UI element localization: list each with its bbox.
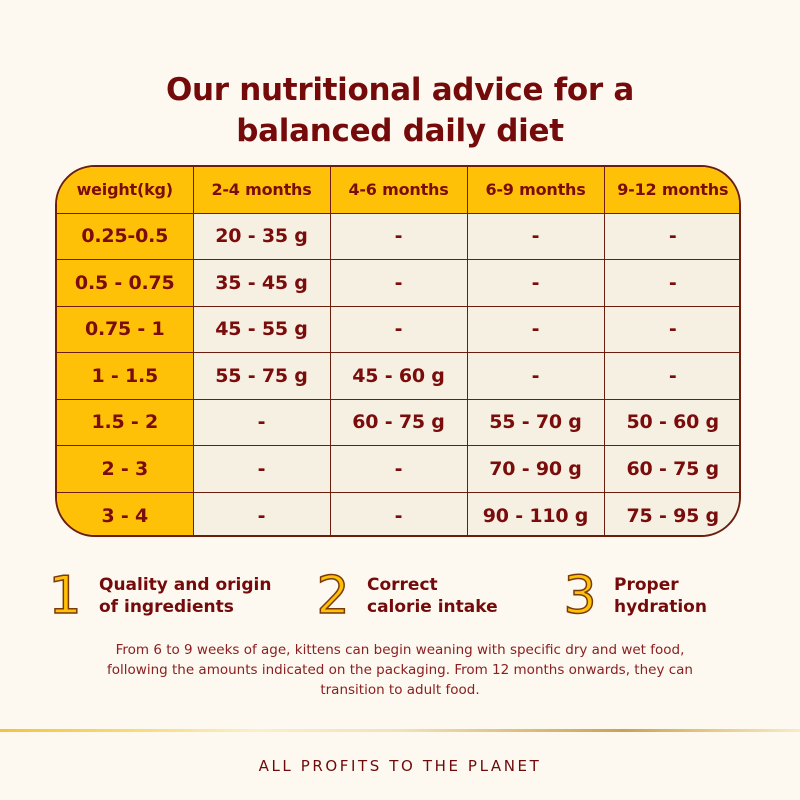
weight-cell: 0.75 - 1 [57,305,194,353]
table-row: 1.5 - 2 - 60 - 75 g 55 - 70 g 50 - 60 g [57,398,739,446]
header-6-9-months: 6-9 months [466,167,605,214]
title-line-2: balanced daily diet [236,113,564,149]
amount-cell: - [603,352,739,400]
amount-cell: 50 - 60 g [603,398,739,446]
amount-cell: - [466,352,605,400]
note-line-3: transition to adult food. [320,682,480,698]
key-features: 1 Quality and origin of ingredients 2 Co… [0,566,800,626]
amount-cell: 20 - 35 g [192,212,331,260]
feature-label-line-1: Quality and origin [99,575,272,595]
amount-cell: 75 - 95 g [603,491,739,535]
feature-hydration: 3 Proper hydration [560,566,707,626]
number-two-icon: 2 [316,566,351,626]
footer-tagline: ALL PROFITS TO THE PLANET [258,757,542,775]
weight-cell: 2 - 3 [57,445,194,493]
number-one-icon: 1 [48,566,83,626]
amount-cell: - [466,305,605,353]
header-9-12-months: 9-12 months [603,167,739,214]
number-three-icon: 3 [563,566,598,626]
amount-cell: - [466,259,605,307]
table-row: 1 - 1.5 55 - 75 g 45 - 60 g - - [57,352,739,400]
title-line-1: Our nutritional advice for a [165,72,635,108]
feature-label: Proper hydration [614,574,707,618]
amount-cell: 45 - 55 g [192,305,331,353]
feature-label-line-2: hydration [614,597,707,617]
weaning-note: From 6 to 9 weeks of age, kittens can be… [50,640,750,700]
amount-cell: - [329,491,468,535]
note-line-2: following the amounts indicated on the p… [107,662,693,678]
amount-cell: 60 - 75 g [603,445,739,493]
feeding-table-grid: weight(kg) 2-4 months 4-6 months 6-9 mon… [57,167,739,535]
amount-cell: - [603,305,739,353]
amount-cell: 70 - 90 g [466,445,605,493]
amount-cell: 45 - 60 g [329,352,468,400]
page-title: Our nutritional advice for a balanced da… [0,70,800,152]
table-row: 0.25-0.5 20 - 35 g - - - [57,212,739,260]
amount-cell: - [192,491,331,535]
weight-cell: 0.5 - 0.75 [57,259,194,307]
amount-cell: - [329,445,468,493]
amount-cell: - [603,212,739,260]
feature-label: Quality and origin of ingredients [99,574,271,618]
weight-cell: 1.5 - 2 [57,398,194,446]
amount-cell: - [603,259,739,307]
feature-label-line-1: Correct [367,575,438,595]
gold-divider [0,729,800,732]
table-row: 0.5 - 0.75 35 - 45 g - - - [57,259,739,307]
amount-cell: 90 - 110 g [466,491,605,535]
amount-cell: - [329,305,468,353]
table-row: 0.75 - 1 45 - 55 g - - - [57,305,739,353]
header-2-4-months: 2-4 months [192,167,331,214]
feature-quality: 1 Quality and origin of ingredients [45,566,272,626]
amount-cell: 55 - 75 g [192,352,331,400]
table-row: 2 - 3 - - 70 - 90 g 60 - 75 g [57,445,739,493]
table-row: 3 - 4 - - 90 - 110 g 75 - 95 g [57,491,739,535]
header-weight: weight(kg) [57,167,194,214]
amount-cell: 35 - 45 g [192,259,331,307]
feature-label-line-2: of ingredients [99,597,234,617]
feature-calorie: 2 Correct calorie intake [313,566,498,626]
amount-cell: 55 - 70 g [466,398,605,446]
table-header-row: weight(kg) 2-4 months 4-6 months 6-9 mon… [57,167,739,214]
amount-cell: - [192,445,331,493]
amount-cell: - [192,398,331,446]
amount-cell: - [329,259,468,307]
weight-cell: 3 - 4 [57,491,194,535]
weight-cell: 0.25-0.5 [57,212,194,260]
amount-cell: - [466,212,605,260]
feeding-table: weight(kg) 2-4 months 4-6 months 6-9 mon… [55,165,741,537]
feature-label-line-1: Proper [614,575,679,595]
feature-label-line-2: calorie intake [367,597,498,617]
amount-cell: 60 - 75 g [329,398,468,446]
weight-cell: 1 - 1.5 [57,352,194,400]
note-line-1: From 6 to 9 weeks of age, kittens can be… [115,642,685,658]
amount-cell: - [329,212,468,260]
feature-label: Correct calorie intake [367,574,498,618]
header-4-6-months: 4-6 months [329,167,468,214]
